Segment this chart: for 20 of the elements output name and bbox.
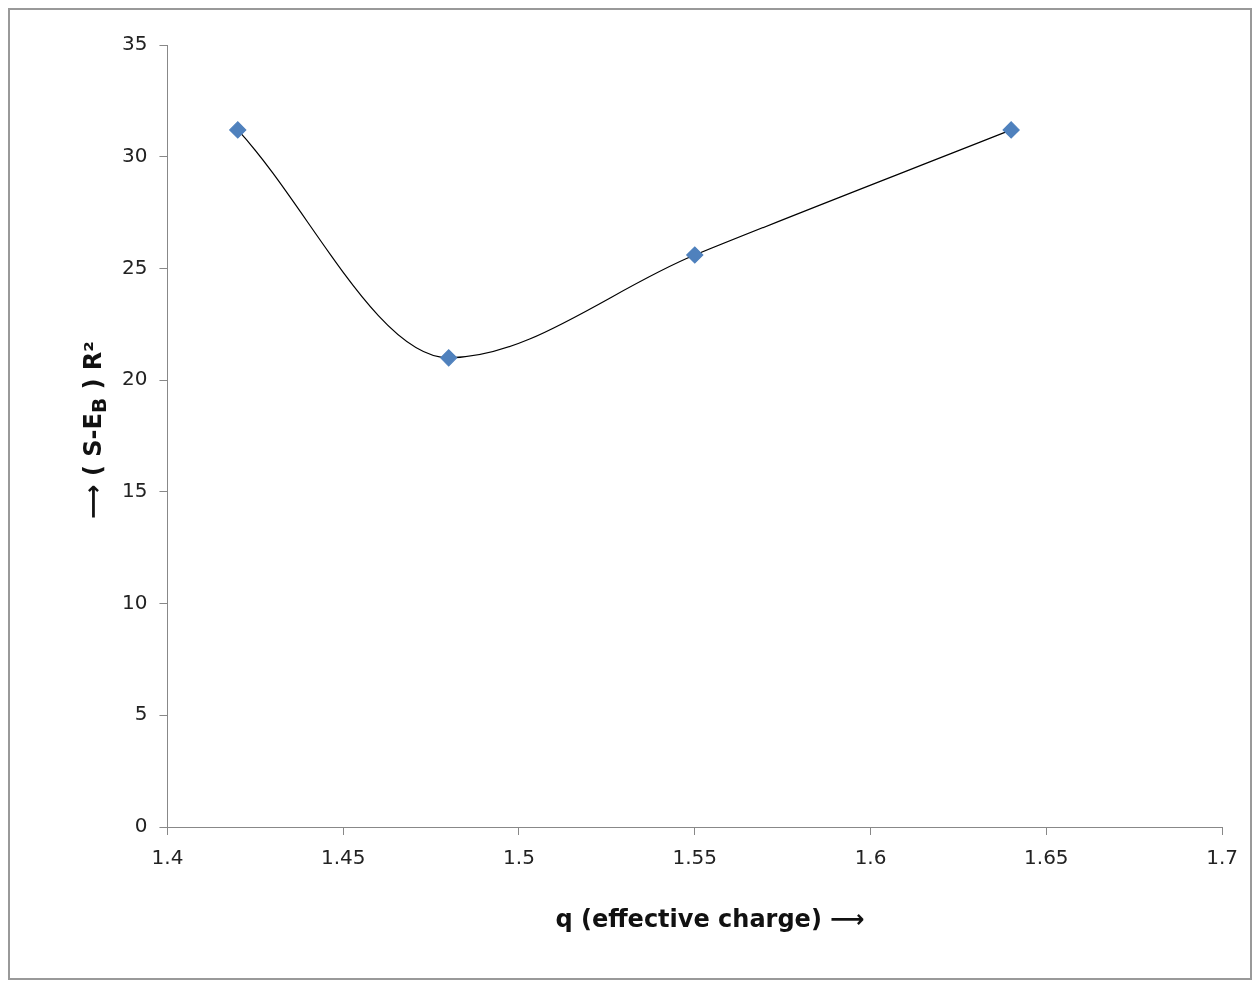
y-tick-label: 25 [122, 254, 148, 279]
x-axis-title: q (effective charge) ⟶ [554, 905, 866, 933]
x-tick-label: 1.5 [503, 845, 535, 870]
point [440, 349, 458, 367]
x-tick-label: 1.4 [151, 845, 184, 870]
point [229, 121, 247, 139]
point [686, 246, 704, 264]
y-tick-label: 0 [134, 813, 148, 838]
y-tick-label: 10 [122, 589, 148, 614]
x-tick-label: 1.6 [854, 845, 887, 870]
y-tick-label: 5 [134, 701, 148, 726]
x-tick-label: 1.65 [1024, 845, 1069, 870]
point [1002, 121, 1020, 139]
x-tick-label: 1.55 [672, 845, 718, 870]
y-tick-label: 30 [122, 142, 148, 167]
y-tick-label: 20 [122, 366, 148, 391]
x-tick-label: 1.7 [1206, 845, 1238, 870]
x-tick-label: 1.45 [320, 845, 366, 870]
y-tick-label: 15 [122, 478, 148, 503]
y-tick-label: 35 [122, 31, 148, 56]
